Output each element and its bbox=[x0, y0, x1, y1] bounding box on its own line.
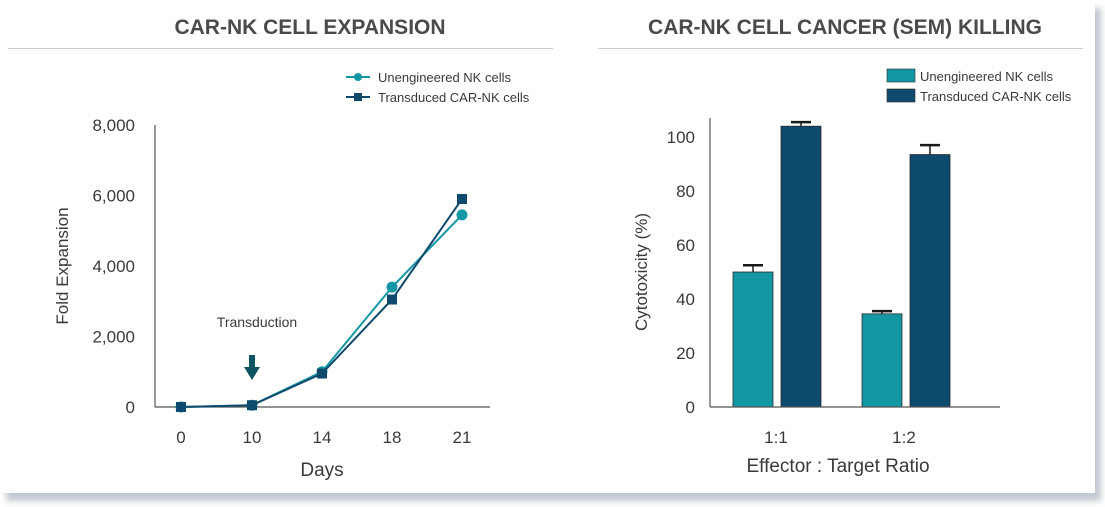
line-y-tick-label: 8,000 bbox=[92, 116, 135, 135]
line-x-tick-label: 0 bbox=[176, 428, 185, 447]
line-point bbox=[387, 294, 397, 305]
bar-1-0 bbox=[780, 125, 822, 408]
bar-0-0 bbox=[732, 271, 774, 408]
line-x-tick-label: 21 bbox=[453, 428, 472, 447]
bar-legend-label: Transduced CAR-NK cells bbox=[920, 89, 1072, 104]
line-point bbox=[456, 209, 468, 221]
killing-title-divider bbox=[598, 48, 1083, 49]
line-x-axis-label: Days bbox=[300, 460, 343, 481]
bar-legend-label: Unengineered NK cells bbox=[920, 69, 1053, 84]
bar-x-axis-label: Effector : Target Ratio bbox=[746, 456, 929, 477]
line-point bbox=[457, 194, 467, 205]
transduction-arrow-head bbox=[244, 367, 260, 380]
bar-legend-swatch bbox=[886, 68, 916, 83]
line-x-tick-label: 10 bbox=[243, 428, 262, 447]
line-point bbox=[386, 281, 398, 293]
expansion-title-divider bbox=[8, 48, 553, 49]
line-y-tick-label: 6,000 bbox=[92, 187, 135, 206]
line-x-tick-label: 14 bbox=[313, 428, 332, 447]
transduction-annotation: Transduction bbox=[217, 314, 297, 330]
bar-y-tick-label: 0 bbox=[686, 398, 695, 417]
bar-y-tick-label: 20 bbox=[676, 344, 695, 363]
line-point bbox=[176, 402, 186, 412]
line-legend-marker bbox=[354, 93, 362, 101]
line-legend-label: Transduced CAR-NK cells bbox=[378, 90, 530, 105]
line-x-tick-label: 18 bbox=[383, 428, 402, 447]
bar-y-tick-label: 80 bbox=[676, 182, 695, 201]
line-legend-label: Unengineered NK cells bbox=[378, 70, 511, 85]
bar-y-tick-label: 100 bbox=[667, 128, 695, 147]
bar-0-1 bbox=[861, 313, 903, 408]
bar-x-tick-label: 1:1 bbox=[764, 428, 788, 447]
line-y-tick-label: 2,000 bbox=[92, 328, 135, 347]
bar-y-axis-label: Cytotoxicity (%) bbox=[632, 213, 651, 331]
line-y-axis-label: Fold Expansion bbox=[53, 207, 72, 324]
bar-x-tick-label: 1:2 bbox=[892, 428, 916, 447]
transduction-arrow-shaft bbox=[249, 355, 255, 368]
line-y-tick-label: 0 bbox=[126, 398, 135, 417]
line-y-tick-label: 4,000 bbox=[92, 257, 135, 276]
line-legend-marker bbox=[354, 73, 362, 81]
line-point bbox=[317, 368, 327, 379]
bar-y-tick-label: 40 bbox=[676, 290, 695, 309]
bar-y-tick-label: 60 bbox=[676, 236, 695, 255]
line-point bbox=[247, 400, 257, 411]
expansion-chart-title: CAR-NK CELL EXPANSION bbox=[174, 16, 446, 39]
bar-1-1 bbox=[909, 154, 951, 408]
bar-legend-swatch bbox=[886, 88, 916, 103]
killing-chart-title: CAR-NK CELL CANCER (SEM) KILLING bbox=[648, 16, 1042, 39]
